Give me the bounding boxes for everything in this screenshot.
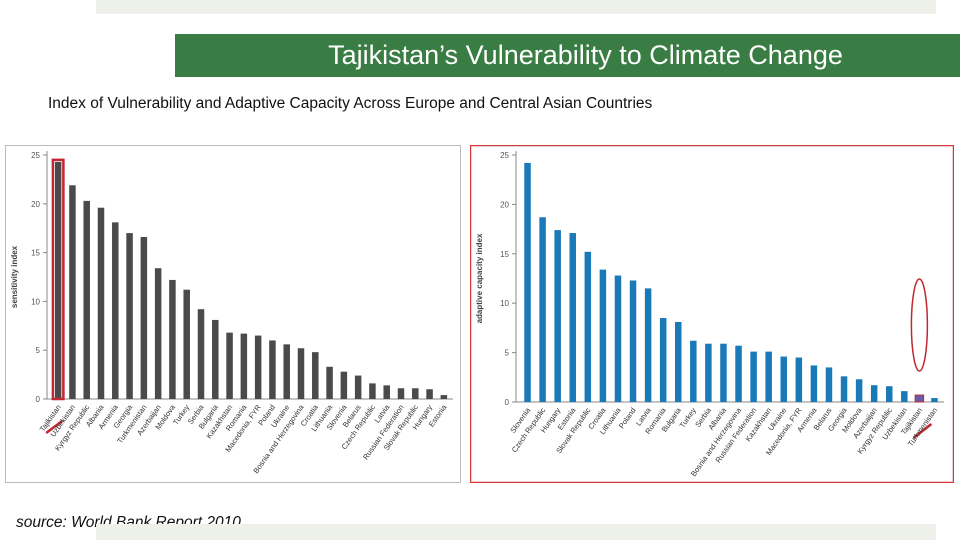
bar (426, 389, 433, 399)
bar (69, 185, 76, 399)
y-tick-label: 15 (500, 250, 509, 259)
bar (629, 280, 637, 402)
bar (599, 269, 607, 402)
adaptive-capacity-chart-panel: 0 5 10 15 20 25 adaptive capacity index Sloveni… (470, 145, 954, 483)
bar (254, 335, 262, 399)
bar (886, 386, 893, 402)
highlight-marker (912, 423, 933, 439)
y-tick-label: 10 (500, 299, 509, 308)
bar (54, 161, 62, 399)
bottom-decoration-bar (96, 524, 936, 540)
y-tick-label: 0 (505, 398, 510, 407)
top-decoration-bar (96, 0, 936, 14)
bar (720, 343, 727, 402)
bar (83, 200, 90, 399)
bar (112, 222, 119, 399)
bar (690, 340, 697, 402)
slide-subtitle: Index of Vulnerability and Adaptive Capa… (48, 95, 653, 112)
highlight-marker (45, 420, 63, 434)
y-tick-label: 25 (31, 151, 40, 160)
bar (840, 376, 848, 402)
bar (97, 207, 105, 399)
bar (855, 379, 863, 402)
bar (154, 268, 162, 399)
bar (524, 162, 531, 402)
sensitivity-chart-panel: 0 5 10 15 20 25 sensitivity index Tajikistan Uzb… (5, 145, 461, 483)
bar (750, 351, 757, 402)
y-tick-label: 10 (31, 297, 40, 306)
bar (659, 318, 667, 402)
bar (705, 343, 712, 402)
bar (383, 385, 390, 399)
bar (126, 233, 133, 399)
bar (283, 344, 290, 399)
bar (901, 391, 908, 402)
bar (614, 275, 622, 402)
y-axis-label: sensitivity index (10, 245, 19, 308)
y-tick-label: 20 (500, 200, 509, 209)
y-tick-label: 0 (36, 395, 41, 404)
bar (369, 383, 376, 399)
slide-title: Tajikistan’s Vulnerability to Climate Ch… (328, 40, 843, 70)
bar (140, 236, 148, 399)
bar (735, 345, 742, 402)
y-axis-label: adaptive capacity index (475, 233, 484, 323)
y-tick-label: 5 (505, 349, 510, 358)
y-tick-label: 20 (31, 200, 40, 209)
bar (297, 348, 305, 399)
bar (765, 351, 772, 402)
highlight-box (51, 158, 65, 401)
bar (354, 375, 362, 399)
bar (212, 319, 219, 399)
bar (269, 340, 276, 399)
y-tick-label: 15 (31, 249, 40, 258)
bar (169, 279, 176, 399)
bar (539, 217, 546, 402)
bar (226, 332, 233, 399)
bar (412, 388, 419, 399)
bar (183, 289, 190, 399)
bar (312, 352, 319, 399)
bar (825, 367, 833, 402)
bar (795, 357, 803, 402)
bar (397, 388, 405, 399)
bar (569, 233, 576, 402)
highlight-oval (910, 278, 929, 372)
bar (810, 365, 818, 402)
chart-frame (470, 145, 954, 483)
bar (931, 398, 938, 402)
bar (644, 288, 652, 402)
highlight-bar (914, 394, 925, 403)
bar (870, 385, 878, 402)
title-bar: Tajikistan’s Vulnerability to Climate Ch… (175, 34, 960, 77)
bar (240, 333, 248, 399)
y-tick-label: 25 (500, 151, 509, 160)
bar (584, 251, 592, 402)
bar (780, 356, 787, 402)
bar (340, 371, 348, 399)
bar (675, 321, 682, 402)
y-tick-label: 5 (36, 346, 41, 355)
bar (440, 395, 448, 399)
chart-frame (5, 145, 461, 483)
bar (197, 309, 205, 399)
bar (326, 366, 333, 399)
bar (554, 230, 561, 402)
